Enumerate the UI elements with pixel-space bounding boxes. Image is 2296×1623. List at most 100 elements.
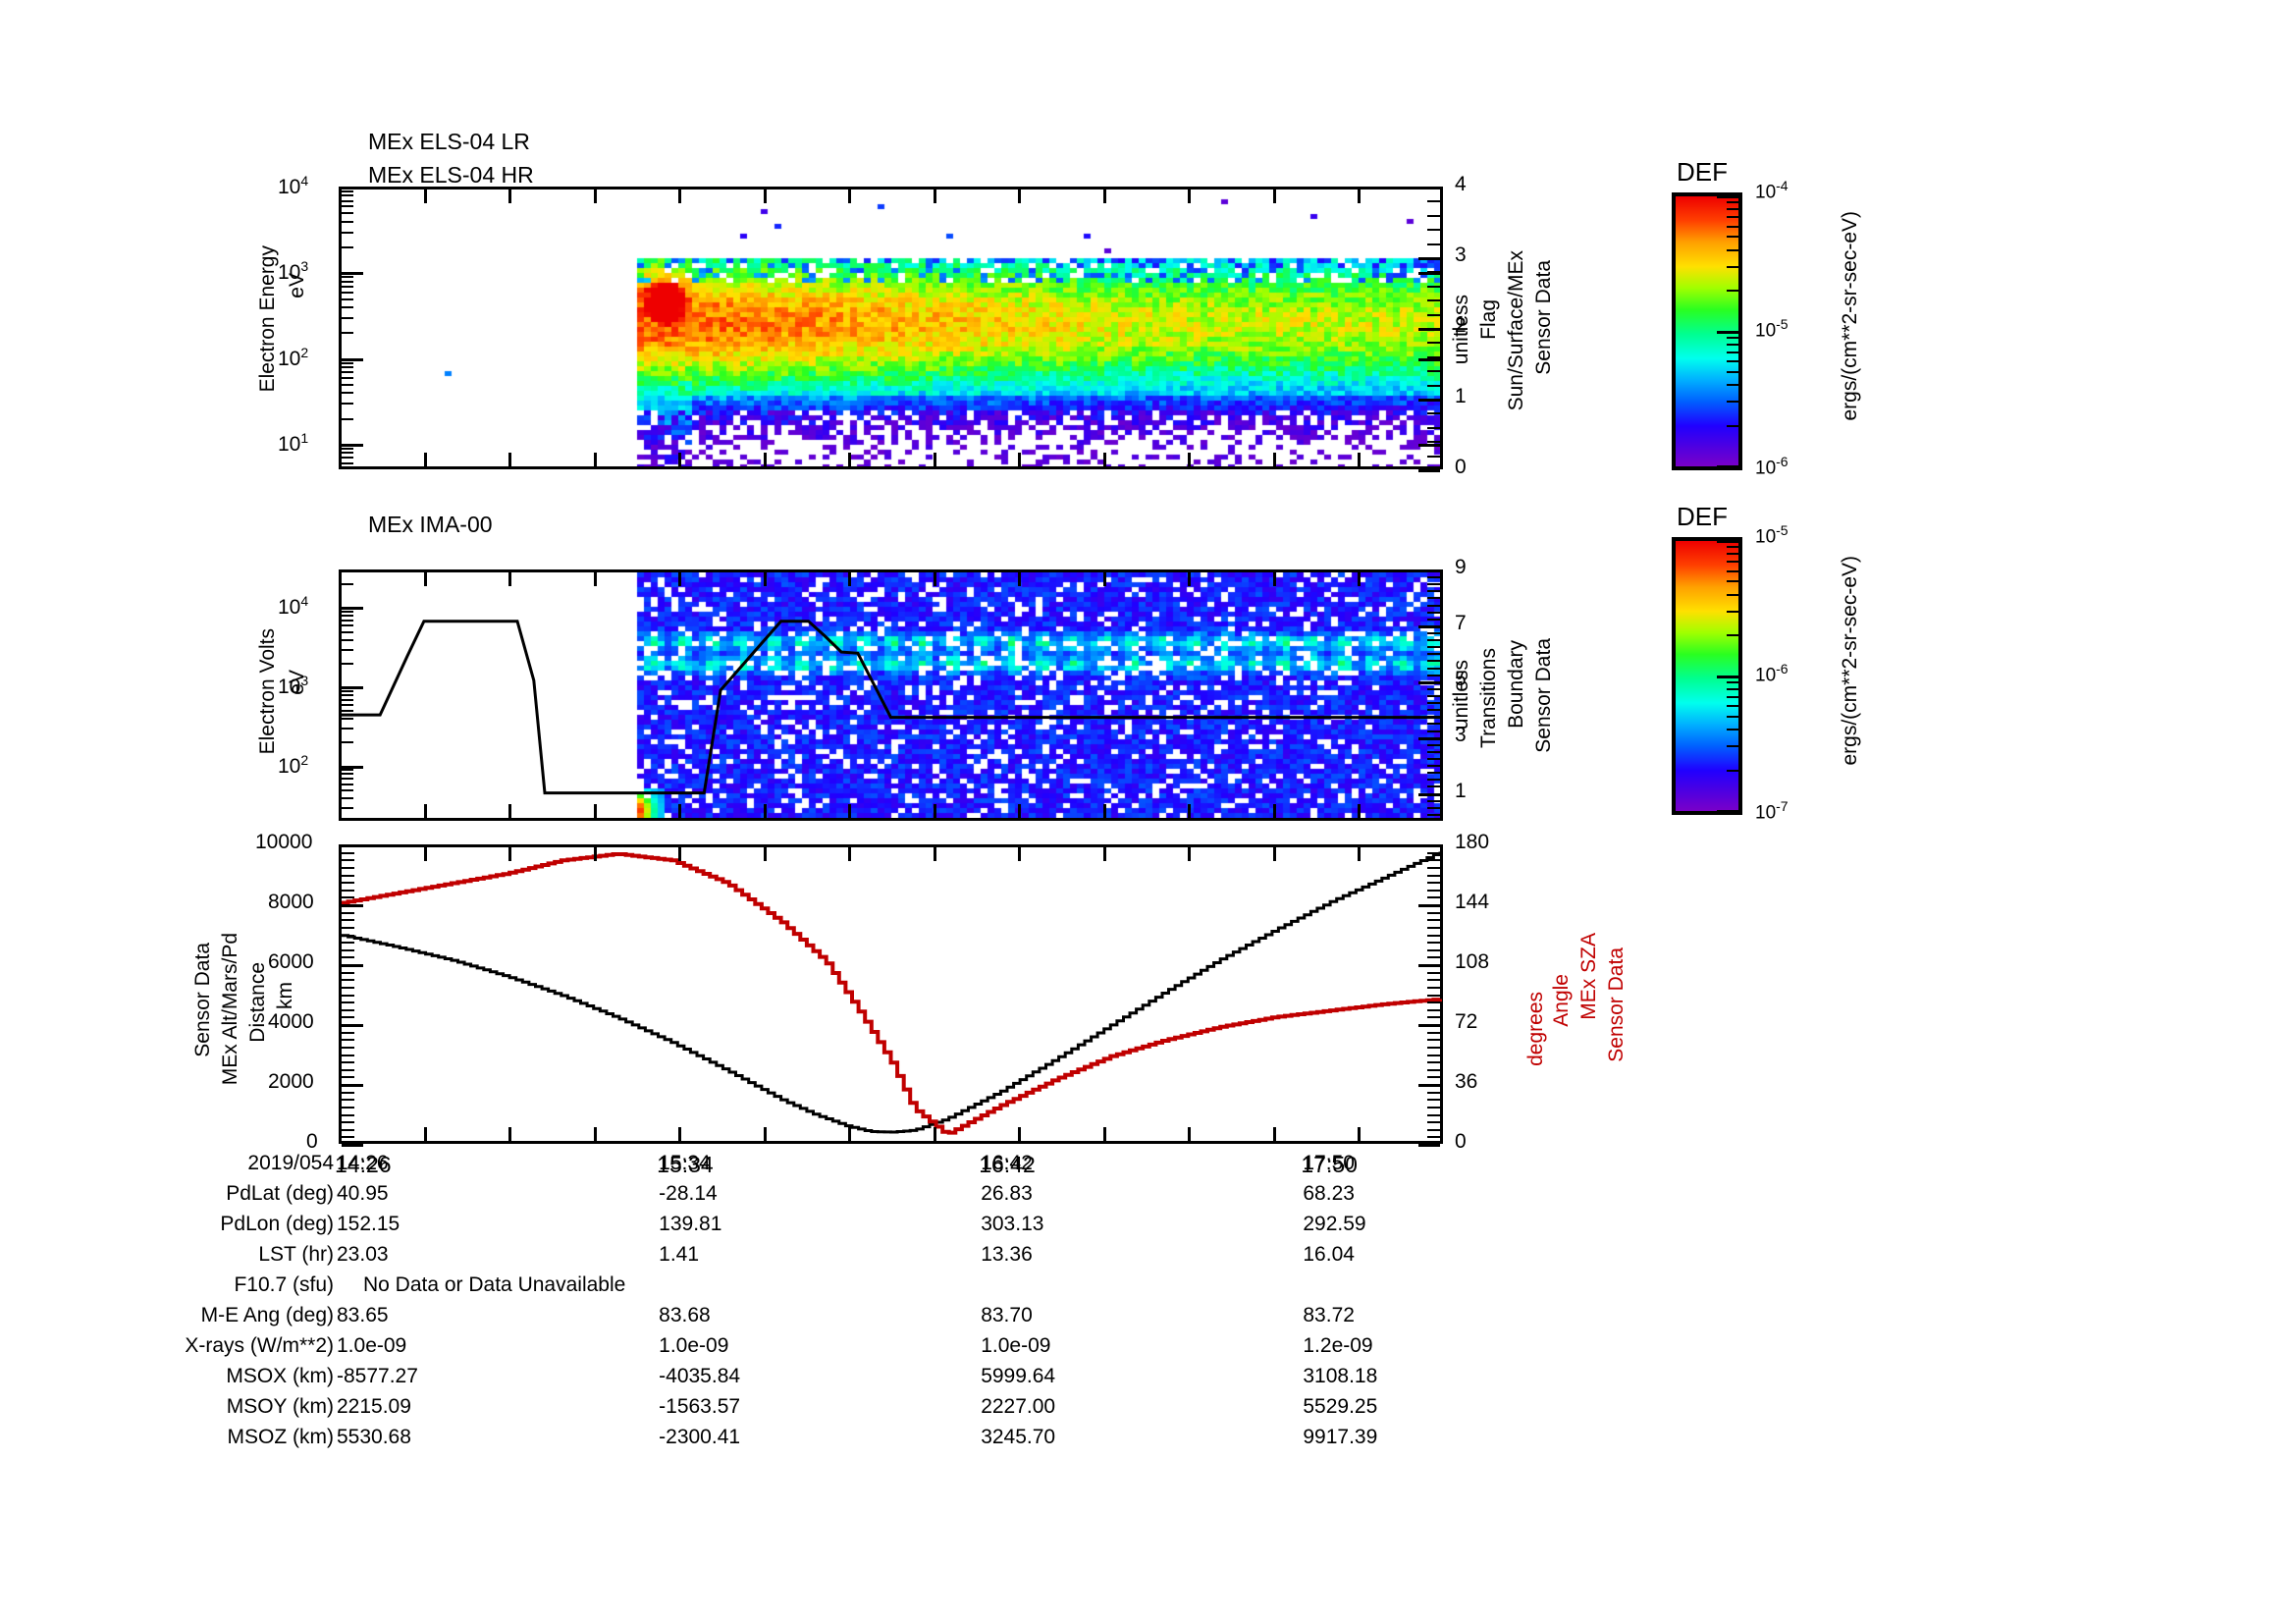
axis-tick (342, 1107, 354, 1109)
axis-tick (342, 272, 363, 275)
axis-tick (342, 769, 353, 771)
axis-tick (1427, 867, 1440, 869)
axis-tick (1427, 807, 1440, 809)
axis-tick (1427, 702, 1440, 704)
axis-tick (1427, 896, 1440, 898)
axis-tick (1427, 590, 1440, 592)
axis-tick (1418, 272, 1440, 275)
axis-tick (424, 847, 427, 861)
axis-tick (342, 710, 353, 712)
axis-tick (508, 189, 511, 203)
axis-tick (1427, 597, 1440, 599)
alt-sza-panel-frame (339, 844, 1443, 1144)
axis-tick (1427, 716, 1440, 718)
axis-tick (594, 1127, 597, 1141)
axis-tick (342, 875, 354, 877)
axis-tick (1427, 942, 1440, 944)
axis-tick (1273, 453, 1276, 466)
axis-tick (764, 572, 767, 586)
ima-colorbar-title: DEF (1677, 502, 1728, 531)
els-colorbar-unit: ergs/(cm**2-sr-sec-eV) (1839, 211, 1861, 421)
ima-right-label-text1: Sensor Data (1532, 638, 1555, 753)
axis-tick (342, 1055, 354, 1056)
els-right-label-text1: Sensor Data (1532, 260, 1555, 375)
ima-right-label-l3: Transitions (1477, 648, 1500, 748)
axis-tick (1427, 299, 1440, 301)
els-right-ticklabel: 3 (1455, 243, 1467, 266)
table-cell: -4035.84 (659, 1365, 741, 1387)
axis-tick (1427, 583, 1440, 585)
axis-tick (1427, 1016, 1440, 1018)
axis-tick (342, 704, 353, 706)
axis-tick (342, 728, 353, 730)
axis-tick (1018, 804, 1021, 818)
axis-tick (1427, 456, 1440, 458)
axis-tick (764, 189, 767, 203)
axis-tick (1273, 1127, 1276, 1141)
els-spectrogram-canvas (342, 189, 1440, 466)
table-row-label: MSOY (km) (226, 1395, 334, 1418)
alt-y-ticklabel: 4000 (268, 1010, 314, 1033)
axis-tick (678, 804, 681, 818)
axis-tick (1427, 385, 1440, 387)
axis-tick (1427, 919, 1440, 921)
axis-tick (342, 1076, 354, 1078)
axis-tick (342, 1144, 363, 1147)
alt-left-label-text2: MEx Alt/Mars/Pd (219, 933, 241, 1086)
axis-tick (1427, 605, 1440, 607)
axis-tick (342, 896, 354, 898)
axis-tick (1018, 453, 1021, 466)
axis-tick (594, 453, 597, 466)
els-y-ticklabel: 102 (278, 344, 309, 370)
axis-tick (678, 847, 681, 861)
axis-tick (424, 1127, 427, 1141)
colorbar-tick (1727, 266, 1738, 268)
axis-tick (342, 332, 353, 334)
axis-tick (594, 189, 597, 203)
axis-tick (342, 631, 353, 633)
xaxis-ticklabel: 17:50 (1301, 1152, 1358, 1177)
axis-tick (342, 615, 353, 617)
axis-tick (1427, 737, 1440, 739)
axis-tick (1427, 1076, 1440, 1078)
table-row-label: LST (hr) (258, 1243, 334, 1266)
axis-tick (1427, 890, 1440, 892)
sza-right-label-text2: MEx SZA (1577, 933, 1600, 1020)
axis-tick (1427, 772, 1440, 774)
els-title-lr: MEx ELS-04 LR (368, 129, 530, 154)
table-cell: 3108.18 (1303, 1365, 1378, 1387)
axis-tick (1427, 695, 1440, 697)
table-cell: No Data or Data Unavailable (363, 1273, 626, 1296)
axis-tick (342, 1069, 354, 1071)
axis-tick (1103, 1127, 1106, 1141)
els-right-ticklabel: 0 (1455, 456, 1467, 478)
table-cell: 83.72 (1303, 1304, 1355, 1326)
table-cell: 26.83 (981, 1182, 1033, 1205)
axis-tick (342, 1001, 354, 1003)
colorbar-tick (1727, 729, 1738, 730)
table-row-label: PdLon (deg) (220, 1213, 334, 1235)
axis-tick (342, 418, 353, 420)
axis-tick (1427, 793, 1440, 795)
axis-tick (1427, 1047, 1440, 1049)
ima-title: MEx IMA-00 (368, 512, 493, 537)
axis-tick (342, 1092, 354, 1094)
els-right-label-l2: Sun/Surface/MEx (1505, 250, 1527, 410)
axis-tick (342, 639, 353, 641)
axis-tick (1273, 804, 1276, 818)
axis-tick (1427, 229, 1440, 231)
axis-tick (342, 306, 353, 308)
colorbar-tick (1727, 688, 1738, 690)
ima-cb-top-mant: 10 (1755, 526, 1777, 548)
ima-right-label-l2: Boundary (1505, 640, 1527, 729)
axis-tick (1427, 314, 1440, 316)
els-right-ticklabel: 1 (1455, 385, 1467, 407)
axis-tick (342, 987, 354, 989)
axis-tick (342, 979, 354, 981)
axis-tick (342, 384, 353, 386)
axis-tick (1427, 356, 1440, 358)
colorbar-tick (1727, 290, 1738, 292)
axis-tick (1358, 189, 1361, 203)
alt-left-label-text3: Distance (246, 962, 269, 1043)
colorbar-tick (1727, 594, 1738, 596)
